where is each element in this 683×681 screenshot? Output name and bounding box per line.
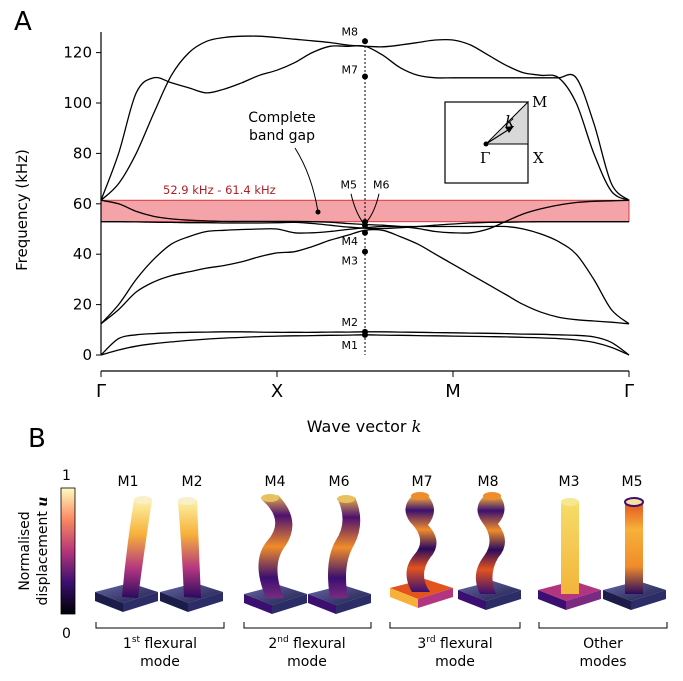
mode-shape-m4 — [244, 494, 307, 614]
colorbar-min: 0 — [62, 626, 71, 642]
mode-shape-m6 — [308, 495, 371, 614]
group-2-title-line2: mode — [287, 654, 327, 670]
group-4-title: Other — [583, 636, 623, 652]
inset-k-label: k — [505, 112, 515, 131]
y-tick-label: 20 — [73, 296, 92, 314]
mode-point-label: M7 — [342, 64, 359, 77]
colorbar-label-line2-text: displacement — [35, 511, 51, 606]
mode-label: M2 — [182, 474, 203, 490]
colorbar — [60, 487, 76, 615]
x-tick-label: Γ — [624, 381, 634, 402]
mode-group-4: M3 M5 — [538, 474, 666, 610]
mode-shape-m2 — [160, 497, 223, 612]
colorbar-symbol: u — [35, 497, 51, 507]
bracket-3 — [389, 622, 521, 629]
colorbar-label-line1: Normalised — [17, 511, 33, 590]
group-1-title-line2: mode — [140, 654, 180, 670]
group-3-title-rest: flexural — [436, 636, 493, 652]
inset-k-arrow — [485, 127, 512, 145]
mode-group-3: M7 M8 — [390, 474, 521, 610]
inset-gamma-dot — [483, 141, 489, 147]
mode-point-m2 — [362, 328, 368, 335]
mode-shape-m1 — [95, 496, 158, 612]
colorbar-max: 1 — [62, 468, 71, 484]
mode-point-m4 — [362, 229, 368, 236]
mode-point-label: M6 — [373, 179, 390, 192]
x-axis-label-symbol: k — [412, 417, 422, 436]
x-tick-label: Γ — [96, 381, 106, 402]
x-tick-label: X — [271, 381, 283, 402]
mode-group-1: M1 M2 — [95, 474, 223, 612]
group-1-title-sup: st — [132, 635, 141, 645]
y-tick-label: 0 — [82, 346, 92, 364]
y-tick-label: 100 — [63, 94, 92, 112]
group-1-title: 1st flexural — [123, 635, 197, 652]
inset-gamma-label: Γ — [480, 149, 490, 167]
group-1-title-rest: flexural — [140, 636, 197, 652]
mode-label: M4 — [265, 474, 286, 490]
group-3-title-num: 3 — [417, 636, 426, 652]
group-2-title: 2nd flexural — [268, 635, 345, 652]
x-tick-label: M — [445, 381, 461, 402]
bracket-4 — [538, 622, 668, 629]
mode-label: M7 — [412, 474, 433, 490]
mode-label: M1 — [118, 474, 139, 490]
brillouin-zone-inset: Γ X M k — [444, 93, 547, 184]
band-gap-range-label: 52.9 kHz - 61.4 kHz — [163, 183, 276, 197]
mode-point-label: M4 — [342, 235, 359, 248]
group-1-title-num: 1 — [123, 636, 132, 652]
mode-point-label: M2 — [342, 316, 359, 329]
y-tick-label: 40 — [73, 245, 92, 263]
group-4-title-line2: modes — [580, 654, 627, 670]
mode-label: M5 — [622, 474, 643, 490]
inset-x-label: X — [533, 149, 544, 167]
y-tick-label: 60 — [73, 195, 92, 213]
mode-shape-m5 — [603, 497, 666, 610]
mode-point-m6 — [362, 218, 368, 225]
band-gap-annotation-arrow — [294, 147, 319, 213]
mode-point-m7 — [362, 73, 368, 80]
inset-irreducible-zone — [484, 100, 529, 145]
y-axis-label: Frequency (kHz) — [13, 149, 31, 271]
group-3-title-sup: rd — [426, 635, 435, 645]
mode-group-brackets — [95, 622, 668, 629]
band-gap-annotation-line1: Complete — [248, 110, 315, 126]
band-gap-annotation-dot — [315, 209, 321, 215]
group-3-title-line2: mode — [435, 654, 475, 670]
mode-label: M8 — [478, 474, 499, 490]
panel-b-label: B — [28, 424, 46, 454]
inset-m-label: M — [532, 93, 547, 111]
panel-a-label: A — [14, 7, 32, 37]
m6-leader — [366, 193, 380, 222]
mode-label: M3 — [559, 474, 580, 490]
y-tick-label: 80 — [73, 144, 92, 162]
bracket-1 — [95, 622, 225, 629]
mode-points: M1 M2 M3 M4 M5 M6 M7 M8 — [341, 25, 390, 352]
mode-point-m3 — [362, 248, 368, 255]
band-gap-annotation-line2: band gap — [249, 128, 315, 144]
mode-shape-m3 — [538, 498, 601, 610]
mode-group-2: M4 M6 — [244, 474, 371, 614]
mode-point-label: M3 — [342, 255, 359, 268]
mode-label: M6 — [329, 474, 350, 490]
axes: 0 20 40 60 80 100 120 Γ X M Γ — [63, 32, 634, 402]
x-axis-label: Wave vector k — [307, 417, 422, 436]
group-2-title-num: 2 — [268, 636, 277, 652]
inset-k-arrowhead — [505, 126, 514, 133]
bracket-2 — [243, 622, 372, 629]
y-tick-label: 120 — [63, 44, 92, 62]
group-2-title-rest: flexural — [289, 636, 346, 652]
colorbar-label-line2: displacement u — [35, 497, 51, 606]
m5-leader — [350, 193, 364, 223]
mode-point-label: M5 — [341, 179, 358, 192]
mode-point-label: M1 — [342, 339, 359, 352]
mode-shape-m7 — [390, 492, 453, 608]
x-axis-label-prefix: Wave vector — [307, 417, 412, 436]
mode-point-label: M8 — [342, 25, 359, 38]
mode-point-m8 — [362, 38, 368, 45]
group-3-title: 3rd flexural — [417, 635, 492, 652]
group-2-title-sup: nd — [277, 635, 288, 645]
mode-shape-m8 — [458, 492, 521, 610]
